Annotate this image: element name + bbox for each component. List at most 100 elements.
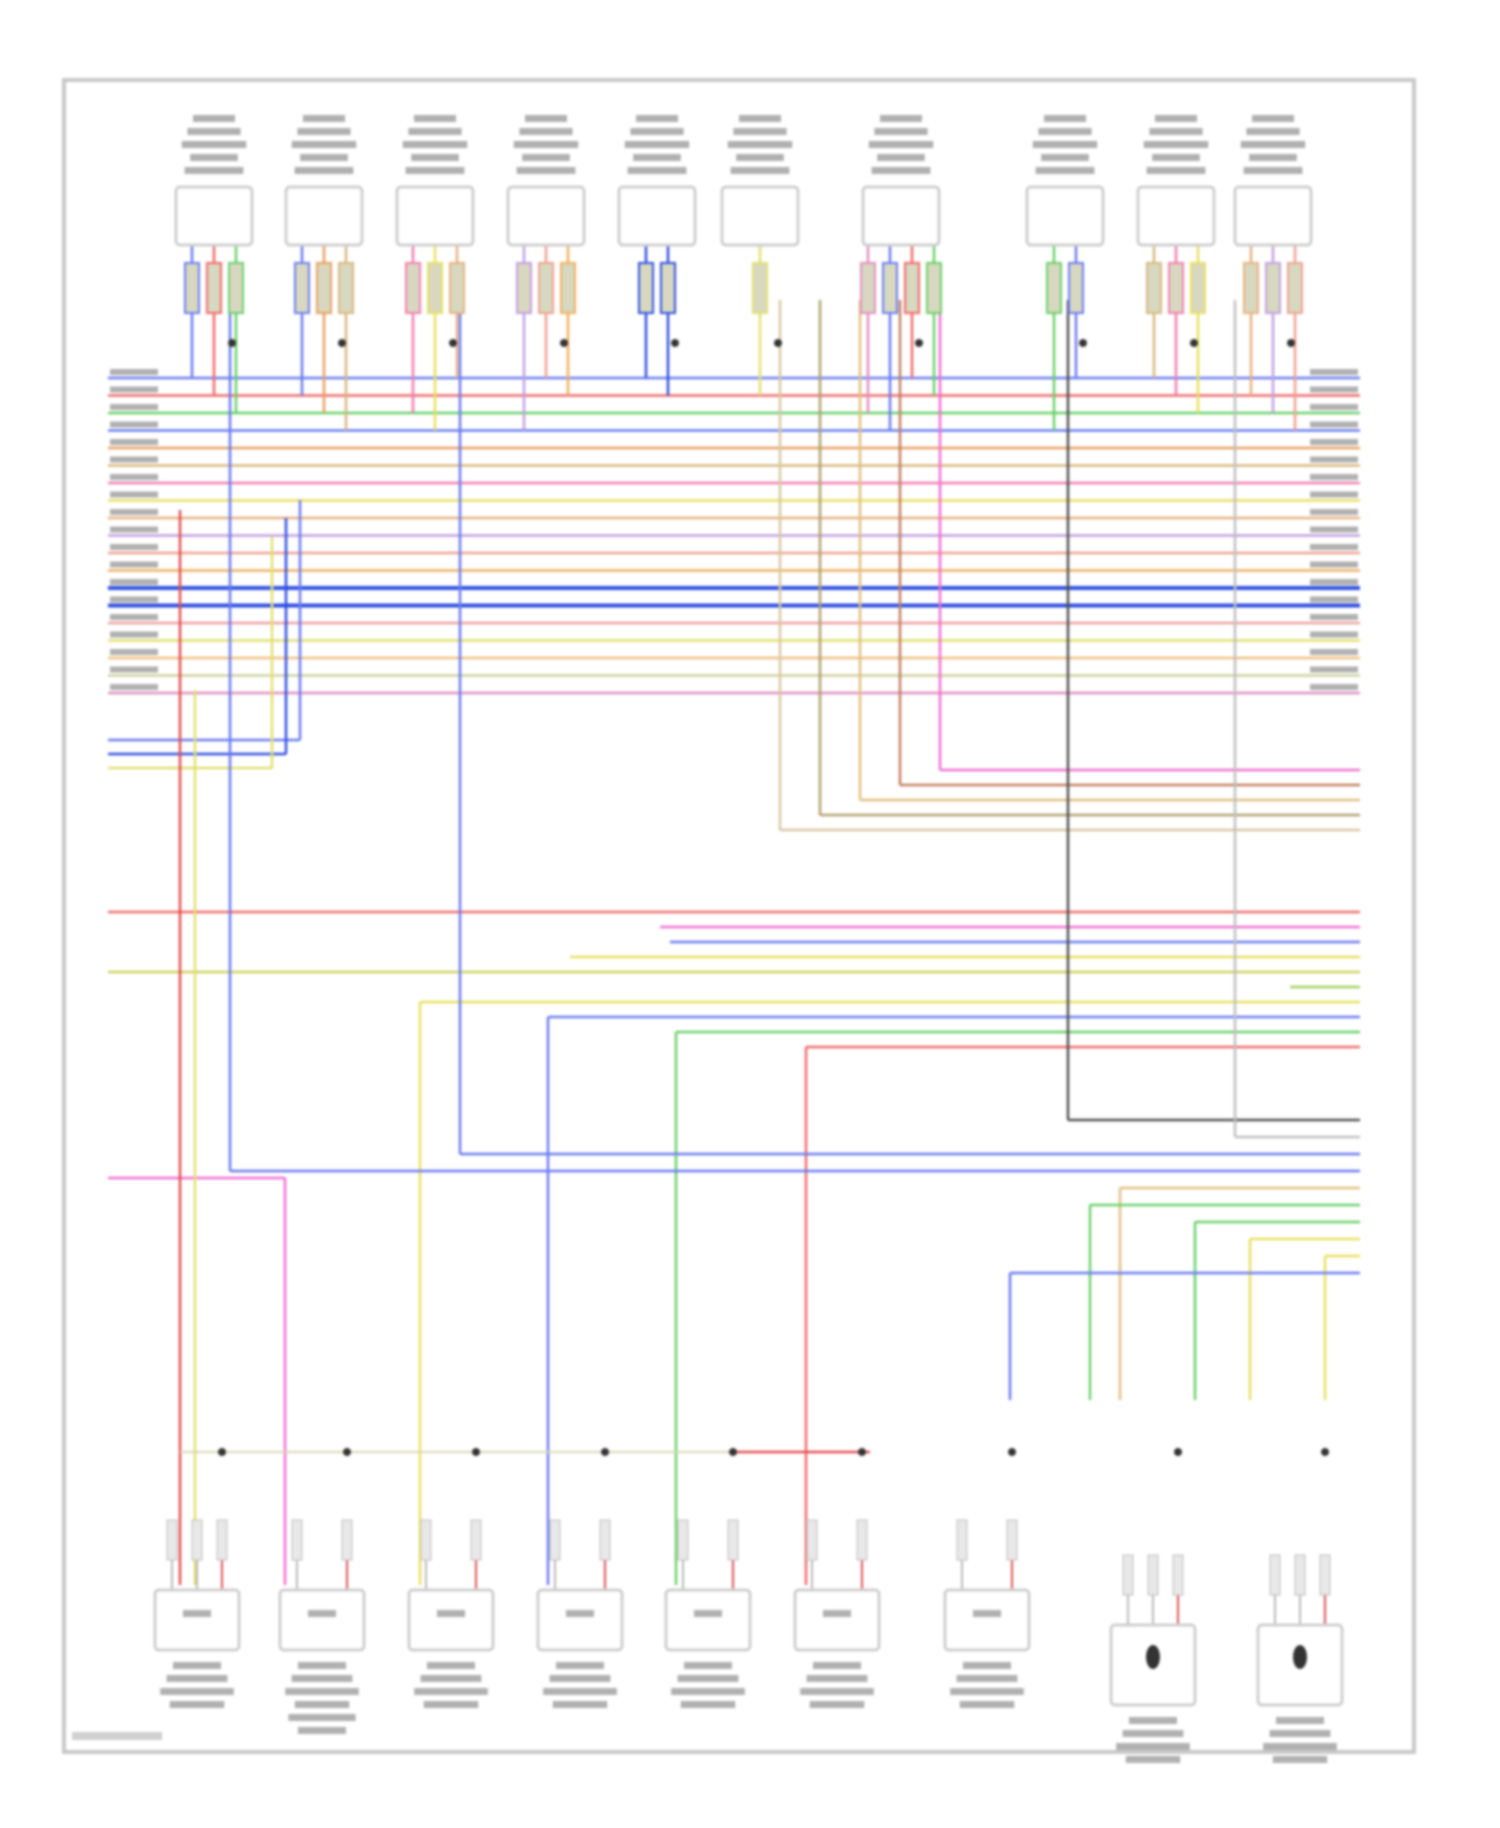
- connector-pin: [1287, 262, 1303, 314]
- label-text-block: [1146, 167, 1206, 174]
- wire-label: [110, 649, 158, 655]
- top-component: [1233, 115, 1313, 347]
- wire-label: [110, 631, 158, 638]
- label-text-block: [1125, 1756, 1181, 1763]
- label-text-block: [297, 128, 351, 135]
- label-text-block: [739, 115, 781, 122]
- wire-label: [1310, 649, 1358, 655]
- bottom-component: [1109, 1448, 1197, 1763]
- label-text-block: [184, 167, 244, 174]
- connector-pin: [549, 1519, 561, 1561]
- component-box: [720, 185, 800, 247]
- wire-label: [1310, 456, 1358, 463]
- label-text-block: [420, 1675, 482, 1682]
- label-text-block: [813, 1662, 861, 1669]
- wire-label: [110, 561, 158, 568]
- wire-label: [110, 614, 158, 620]
- connector-pin: [727, 1519, 739, 1561]
- wire-label: [1310, 509, 1358, 515]
- wire-label: [1310, 421, 1358, 428]
- diagram-frame: [62, 78, 1416, 1754]
- connector-pin: [860, 262, 876, 314]
- label-text-block: [959, 1701, 1015, 1708]
- connector-pin: [166, 1519, 178, 1561]
- component-box: [943, 1588, 1031, 1652]
- connector-pin: [294, 262, 310, 314]
- splice-dot: [218, 1448, 226, 1456]
- component-box: [1136, 185, 1216, 247]
- splice-dot: [472, 1448, 480, 1456]
- splice-dot: [1008, 1448, 1016, 1456]
- wire-label: [110, 456, 158, 463]
- label-text-block: [736, 154, 784, 161]
- wire-label: [1310, 579, 1358, 585]
- connector-pin: [1319, 1554, 1331, 1596]
- wires: [108, 245, 1360, 1625]
- top-component: [720, 115, 800, 347]
- wire-label: [110, 666, 158, 673]
- label-text-block: [166, 1675, 228, 1682]
- label-text-block: [556, 1662, 604, 1669]
- label-text-block: [408, 128, 462, 135]
- wire-label: [1310, 439, 1358, 445]
- wire-label: [110, 544, 158, 550]
- label-text-block: [877, 154, 925, 161]
- component-box: [664, 1588, 752, 1652]
- label-text-block: [1032, 141, 1098, 148]
- label-text-block: [543, 1688, 617, 1695]
- label-text-block: [303, 115, 345, 122]
- bottom-components: [153, 1448, 1344, 1763]
- splice-dot: [343, 1448, 351, 1456]
- label-text-block: [423, 1701, 479, 1708]
- label-text-block: [169, 1701, 225, 1708]
- label-text-block: [627, 167, 687, 174]
- label-text-block: [291, 141, 357, 148]
- splice-dot: [774, 339, 782, 347]
- top-component: [506, 115, 586, 347]
- connector-pin: [228, 262, 244, 314]
- connector-pin: [1294, 1554, 1306, 1596]
- component-box: [506, 185, 586, 247]
- label-text-block: [880, 115, 922, 122]
- connector-pin: [1146, 262, 1162, 314]
- wire-label: [1310, 474, 1358, 480]
- component-box: [407, 1588, 495, 1652]
- label-text-block: [733, 128, 787, 135]
- bottom-component: [536, 1448, 624, 1708]
- label-text-block: [636, 115, 678, 122]
- label-text-block: [1035, 167, 1095, 174]
- wire-label: [1310, 544, 1358, 550]
- label-text-block: [294, 1701, 350, 1708]
- label-text-block: [809, 1701, 865, 1708]
- label-text-block: [684, 1662, 732, 1669]
- wire-label: [110, 474, 158, 480]
- label-text-block: [516, 167, 576, 174]
- wire-label: [1310, 491, 1358, 498]
- connector-pin: [926, 262, 942, 314]
- label-text-block: [1129, 1717, 1177, 1724]
- wire-label: [110, 596, 158, 603]
- label-text-block: [552, 1701, 608, 1708]
- connector-pin: [316, 262, 332, 314]
- component-id: [183, 1610, 211, 1617]
- connector-pin: [338, 262, 354, 314]
- label-text-block: [525, 115, 567, 122]
- component-id: [694, 1610, 722, 1617]
- label-text-block: [190, 154, 238, 161]
- label-text-block: [1122, 1730, 1184, 1737]
- splice-dot: [560, 339, 568, 347]
- label-text-block: [549, 1675, 611, 1682]
- sensor-icon: [1293, 1645, 1307, 1669]
- label-text-block: [1240, 141, 1306, 148]
- connector-pin: [560, 262, 576, 314]
- connector-pin: [470, 1519, 482, 1561]
- label-text-block: [1252, 115, 1294, 122]
- wire-label: [110, 439, 158, 445]
- component-box: [1233, 185, 1313, 247]
- label-text-block: [1149, 128, 1203, 135]
- component-box: [153, 1588, 241, 1652]
- top-component: [395, 115, 475, 347]
- label-text-block: [300, 154, 348, 161]
- splice-dot: [228, 339, 236, 347]
- connector-pin: [1269, 1554, 1281, 1596]
